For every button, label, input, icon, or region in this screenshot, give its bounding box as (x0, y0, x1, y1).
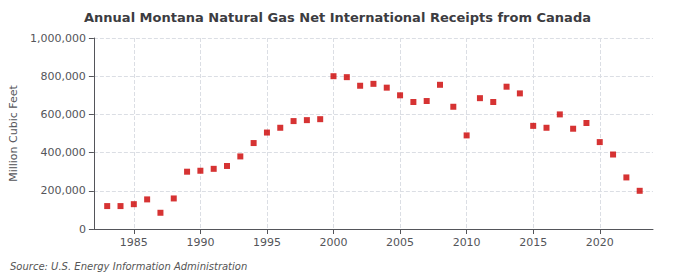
svg-text:Annual Montana Natural Gas Net: Annual Montana Natural Gas Net Internati… (84, 10, 591, 25)
svg-text:Million Cubic Feet: Million Cubic Feet (7, 84, 20, 181)
svg-text:200,000: 200,000 (40, 184, 86, 197)
svg-text:800,000: 800,000 (40, 70, 86, 83)
svg-text:2000: 2000 (320, 236, 348, 249)
svg-text:2020: 2020 (586, 236, 614, 249)
svg-text:1,000,000: 1,000,000 (30, 32, 86, 45)
svg-text:400,000: 400,000 (40, 146, 86, 159)
svg-text:0: 0 (79, 223, 86, 236)
svg-text:1985: 1985 (120, 236, 148, 249)
svg-text:2005: 2005 (386, 236, 414, 249)
svg-text:Source: U.S. Energy Informatio: Source: U.S. Energy Information Administ… (10, 261, 247, 272)
svg-text:2010: 2010 (453, 236, 481, 249)
svg-text:1990: 1990 (186, 236, 214, 249)
svg-text:2015: 2015 (519, 236, 547, 249)
svg-text:600,000: 600,000 (40, 108, 86, 121)
svg-text:1995: 1995 (253, 236, 281, 249)
